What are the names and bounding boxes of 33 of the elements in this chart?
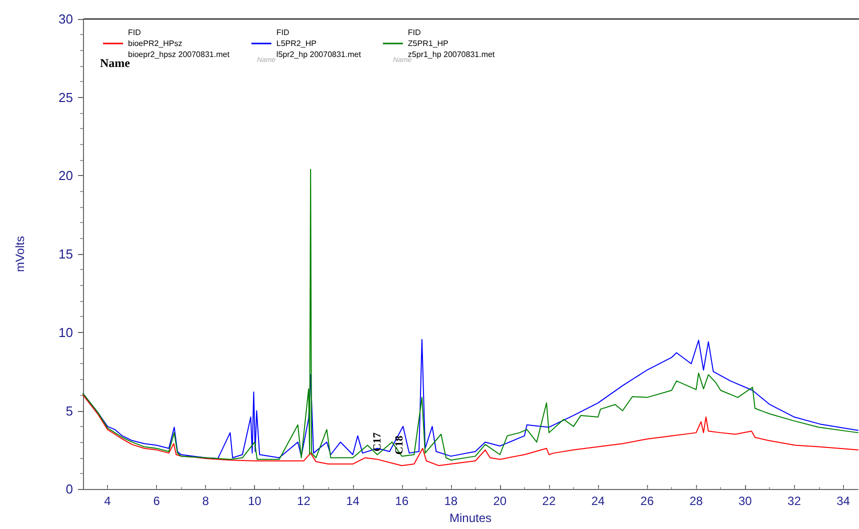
y-tick-label: 0 xyxy=(66,482,73,497)
x-tick-label: 16 xyxy=(395,494,409,508)
x-tick-label: 10 xyxy=(248,494,262,508)
x-tick-label: 6 xyxy=(153,494,160,508)
legend-label: FID bioePR2_HPsz bioepr2_hpsz 20070831.met xyxy=(128,28,230,59)
annotation: C18 xyxy=(393,435,406,455)
x-tick-label: 8 xyxy=(202,494,210,508)
x-tick-label: 30 xyxy=(738,494,752,508)
x-tick-label: 34 xyxy=(836,494,850,508)
line-series xyxy=(82,394,858,466)
x-tick-label: 22 xyxy=(542,494,556,508)
annotation: Name xyxy=(100,56,131,70)
y-tick-label: 15 xyxy=(58,246,73,262)
x-axis-title: Minutes xyxy=(449,511,492,525)
x-tick-label: 20 xyxy=(493,494,507,508)
x-tick-label: 12 xyxy=(297,494,311,508)
annotation: C17 xyxy=(371,432,384,452)
y-tick-label: 10 xyxy=(58,324,73,340)
x-tick-label: 18 xyxy=(444,494,458,508)
y-tick-label: 25 xyxy=(58,90,73,105)
y-axis-title: mVolts xyxy=(13,236,27,272)
legend-label: FID Z5PR1_HP z5pr1_hp 20070831.met xyxy=(408,28,496,59)
legend-label: FID L5PR2_HP l5pr2_hp 20070831.met xyxy=(276,28,362,59)
x-tick-label: 26 xyxy=(640,494,654,508)
x-tick-label: 32 xyxy=(788,494,802,508)
x-tick-label: 4 xyxy=(104,494,112,508)
line-series xyxy=(82,168,858,461)
y-tick-label: 30 xyxy=(58,12,73,26)
y-tick-label: 5 xyxy=(66,403,73,418)
x-tick-label: 24 xyxy=(591,494,606,508)
x-tick-label: 14 xyxy=(346,494,360,508)
y-tick-label: 20 xyxy=(58,168,73,184)
x-tick-label: 28 xyxy=(689,494,704,508)
